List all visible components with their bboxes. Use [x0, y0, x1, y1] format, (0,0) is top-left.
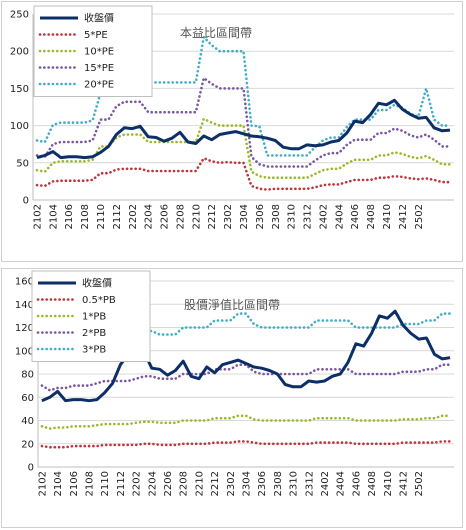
x-tick-label: 2104: [53, 471, 64, 496]
legend-label: 3*PB: [82, 345, 106, 356]
x-tick-label: 2306: [257, 471, 268, 496]
pe-band-chart: 0 50 100 150 200 250 2102 2104 2106 2108 2110 2112 2…: [1, 1, 463, 262]
x-tick-label: 2110: [96, 204, 107, 229]
x-tick-label: 2302: [226, 471, 237, 496]
x-tick-label: 2402: [318, 204, 329, 229]
pb-band-chart: 0 20 40 60 80 100 120 140 160 2102 2104 2106 2108 211…: [1, 268, 463, 528]
x-tick-label: 2112: [116, 471, 127, 496]
x-tick-label: 2410: [382, 204, 393, 229]
y-tick-label: 150: [10, 84, 29, 95]
series-line-0: [36, 98, 451, 160]
x-tick-label: 2208: [179, 471, 190, 496]
y-tick-label: 160: [15, 277, 34, 288]
x-tick-label: 2412: [398, 204, 409, 229]
x-tick-label: 2308: [271, 204, 282, 229]
x-tick-label: 2412: [398, 471, 409, 496]
band-annotation: 股價淨值比區間帶: [184, 297, 280, 312]
legend-label: 收盤價: [82, 277, 112, 290]
series-line-1: [35, 156, 452, 191]
x-tick-label: 2106: [64, 204, 75, 229]
series-line-0: [41, 309, 451, 403]
x-tick-label: 2404: [336, 471, 347, 496]
y-tick-label: 120: [15, 323, 34, 334]
x-tick-label: 2102: [32, 204, 43, 229]
x-tick-label: 2202: [132, 471, 143, 496]
legend-label: 5*PE: [84, 30, 108, 41]
series-line-2: [35, 117, 452, 179]
band-annotation: 本益比區間帶: [180, 26, 252, 40]
legend-label: 0.5*PB: [82, 295, 116, 306]
y-tick-label: 20: [21, 439, 34, 450]
x-tick-label: 2204: [147, 471, 158, 496]
series-line-2: [40, 414, 452, 430]
x-tick-label: 2402: [320, 471, 331, 496]
x-tick-label: 2208: [175, 204, 186, 229]
y-tick-label: 250: [10, 10, 29, 21]
x-tick-label: 2108: [85, 471, 96, 496]
legend-label: 收盤價: [84, 12, 114, 25]
x-tick-label: 2202: [128, 204, 139, 229]
x-tick-label: 2212: [207, 204, 218, 229]
x-tick-label: 2206: [160, 204, 171, 229]
pb-band-chart-svg: 0 20 40 60 80 100 120 140 160 2102 2104 2106 2108 211…: [15, 270, 454, 496]
legend-label: 10*PE: [84, 47, 114, 58]
y-tick-label: 140: [15, 300, 34, 311]
x-tick-label: 2310: [289, 471, 300, 496]
y-tick-label: 80: [21, 370, 34, 381]
x-tick-label: 2104: [48, 204, 59, 229]
series-line-3: [40, 363, 452, 392]
x-tick-label: 2102: [37, 471, 48, 496]
x-tick-label: 2108: [80, 204, 91, 229]
x-tick-label: 2406: [351, 471, 362, 496]
x-tick-label: 2502: [414, 471, 425, 496]
x-tick-label: 2408: [366, 204, 377, 229]
x-tick-label: 2210: [191, 204, 202, 229]
series-line-4: [35, 34, 452, 157]
x-tick-label: 2404: [334, 204, 345, 229]
x-tick-label: 2212: [210, 471, 221, 496]
legend-label: 20*PE: [84, 80, 114, 91]
legend-label: 15*PE: [84, 63, 114, 74]
x-tick-label: 2406: [350, 204, 361, 229]
x-tick-label: 2210: [194, 471, 205, 496]
y-tick-label: 100: [10, 121, 29, 132]
x-tick-label: 2304: [242, 471, 253, 496]
pe-band-chart-svg: 0 50 100 150 200 250 2102 2104 2106 2108 2110 2112 2…: [10, 5, 454, 229]
x-tick-label: 2306: [255, 204, 266, 229]
x-tick-label: 2106: [69, 471, 80, 496]
y-tick-label: 200: [10, 47, 29, 58]
x-tick-label: 2310: [287, 204, 298, 229]
x-tick-label: 2312: [304, 471, 315, 496]
x-tick-label: 2410: [383, 471, 394, 496]
x-tick-label: 2110: [100, 471, 111, 496]
x-tick-label: 2206: [163, 471, 174, 496]
y-tick-label: 60: [21, 393, 34, 404]
x-tick-label: 2308: [273, 471, 284, 496]
x-tick-label: 2302: [223, 204, 234, 229]
x-tick-label: 2408: [367, 471, 378, 496]
x-tick-label: 2304: [239, 204, 250, 229]
legend-label: 1*PB: [82, 312, 106, 323]
y-tick-label: 0: [28, 463, 34, 474]
series-line-3: [35, 75, 452, 168]
x-tick-label: 2502: [414, 204, 425, 229]
y-tick-label: 40: [21, 416, 34, 427]
series-line-1: [40, 440, 452, 449]
y-tick-label: 50: [16, 158, 29, 169]
legend-label: 2*PB: [82, 328, 106, 339]
x-tick-label: 2204: [144, 204, 155, 229]
y-tick-label: 100: [15, 346, 34, 357]
y-tick-label: 0: [23, 196, 29, 207]
x-tick-label: 2112: [112, 204, 123, 229]
x-tick-label: 2312: [303, 204, 314, 229]
